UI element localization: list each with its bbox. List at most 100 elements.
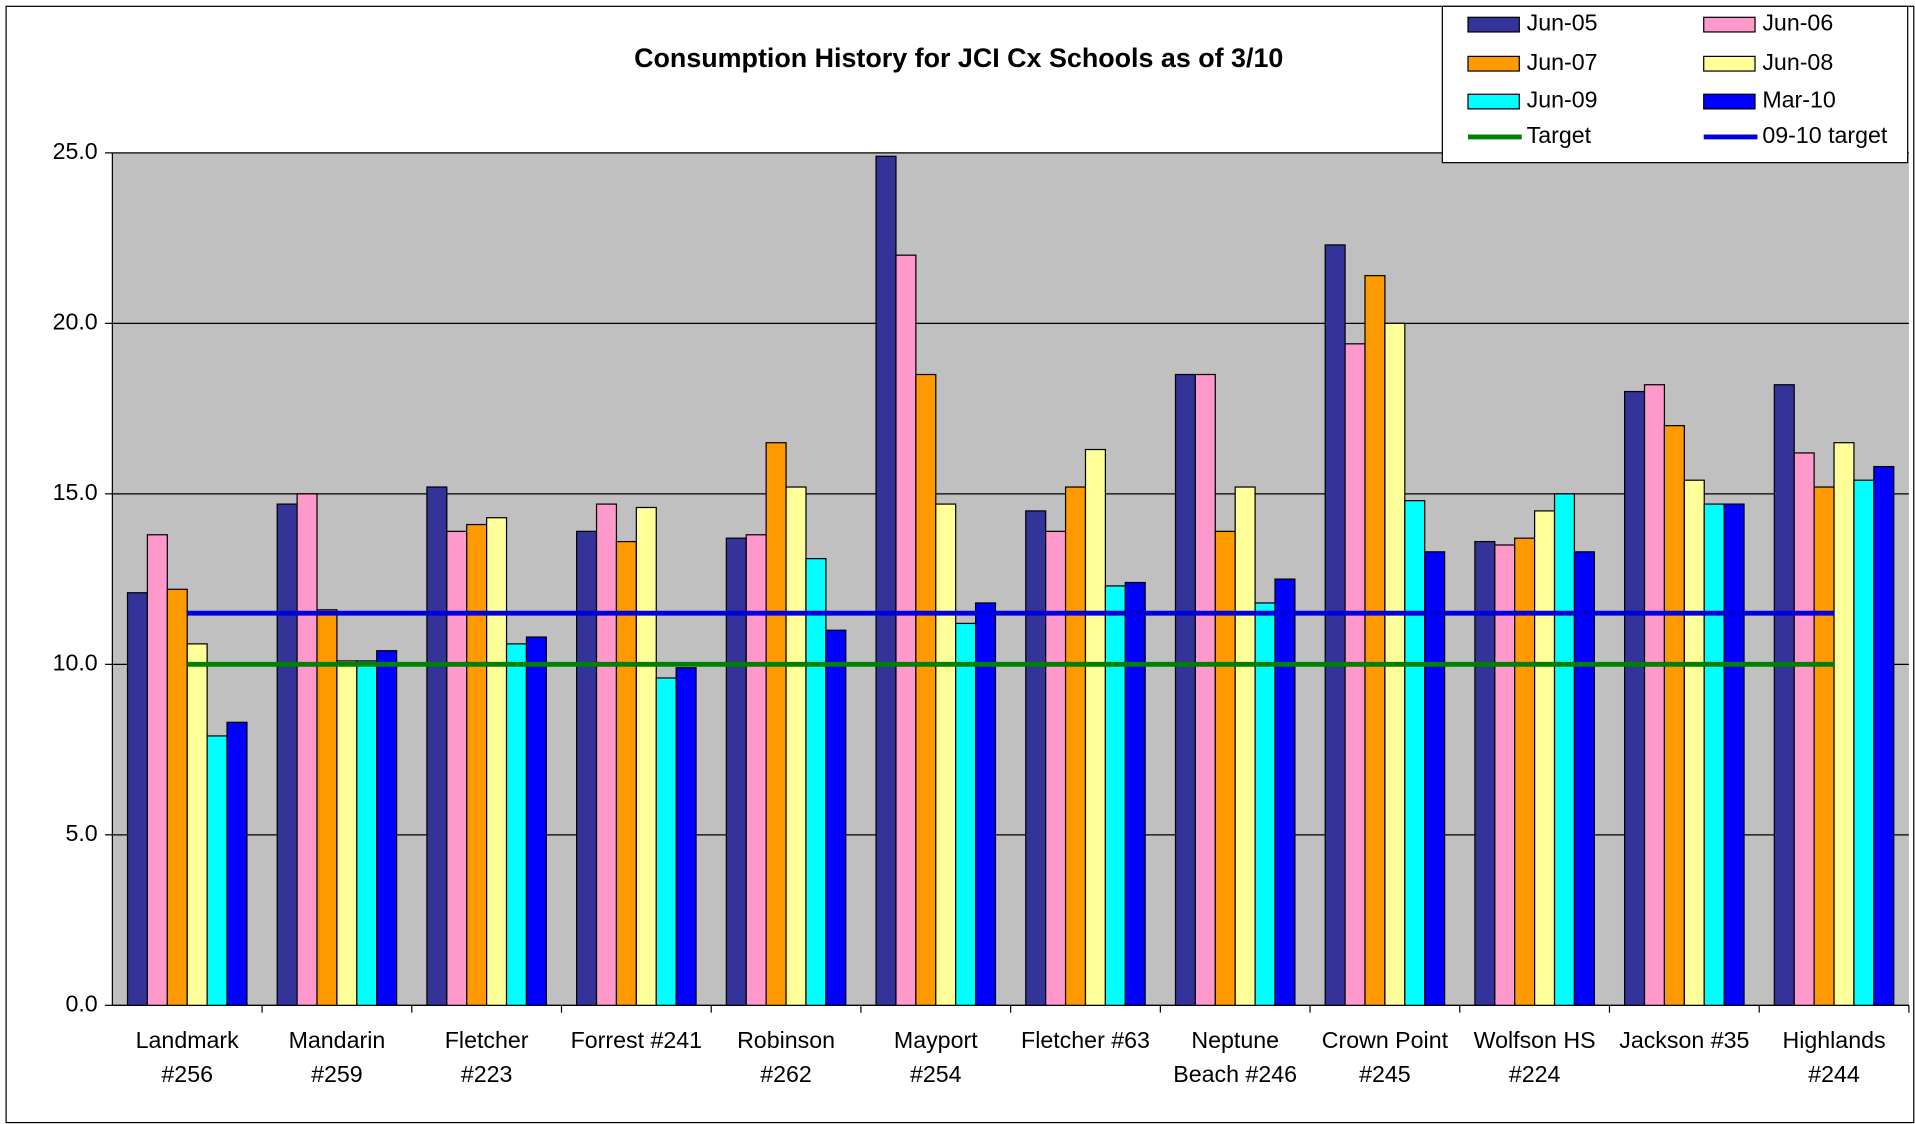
legend-label: 09-10 target <box>1762 122 1888 148</box>
bar <box>525 636 547 1006</box>
bar <box>635 506 657 1006</box>
bar <box>1045 530 1067 1006</box>
x-tick-label: Jackson #35 <box>1619 1027 1749 1053</box>
bar <box>356 660 378 1006</box>
bar <box>1853 479 1875 1006</box>
bar <box>376 650 398 1006</box>
bar <box>206 735 228 1006</box>
legend-label: Jun-08 <box>1762 49 1833 75</box>
legend-label: Mar-10 <box>1762 87 1835 113</box>
legend-label: Target <box>1527 122 1592 148</box>
bar <box>1833 442 1855 1006</box>
x-tick-label: Robinson #262 <box>737 1027 835 1087</box>
bar <box>1793 452 1815 1006</box>
bar <box>1404 500 1426 1006</box>
bar <box>126 592 149 1006</box>
y-tick-label: 25.0 <box>53 138 98 164</box>
bar <box>895 254 917 1006</box>
bar <box>655 677 677 1006</box>
x-tick-label: Forrest #241 <box>571 1027 702 1053</box>
bar <box>1553 493 1576 1006</box>
bar <box>875 155 897 1006</box>
bar <box>186 643 208 1006</box>
legend-swatch <box>1467 55 1520 72</box>
bar <box>1703 503 1725 1006</box>
bar <box>595 503 618 1006</box>
bar <box>825 629 847 1006</box>
bar <box>1274 578 1296 1006</box>
bar <box>1174 373 1196 1006</box>
bar <box>576 530 598 1006</box>
bar <box>1773 384 1795 1006</box>
bar <box>226 721 248 1006</box>
chart-title: Consumption History for JCI Cx Schools a… <box>634 43 1283 73</box>
bar <box>1124 581 1146 1006</box>
bar <box>725 537 747 1006</box>
legend-label: Jun-09 <box>1527 87 1598 113</box>
y-tick-label: 20.0 <box>53 308 98 334</box>
y-tick-label: 10.0 <box>53 649 98 675</box>
bar <box>675 667 697 1006</box>
x-tick-label: Mandarin #259 <box>289 1027 386 1087</box>
y-tick-label: 15.0 <box>53 479 98 505</box>
legend-swatch <box>1467 93 1520 110</box>
x-tick-label: Fletcher #223 <box>445 1027 529 1087</box>
x-tick-label: Crown Point #245 <box>1322 1027 1449 1087</box>
bar <box>1643 384 1666 1006</box>
bar <box>955 622 977 1006</box>
x-tick-label: Landmark #256 <box>136 1027 240 1087</box>
y-tick-label: 0.0 <box>65 990 97 1016</box>
y-tick-label: 5.0 <box>65 820 97 846</box>
x-tick-label: Fletcher #63 <box>1021 1027 1150 1053</box>
bar <box>1723 503 1745 1006</box>
bar <box>1324 244 1346 1006</box>
bar <box>805 558 827 1006</box>
bar <box>765 442 787 1006</box>
legend-swatch <box>1703 93 1756 110</box>
bar <box>466 523 488 1006</box>
bar <box>1025 510 1047 1006</box>
bar <box>1344 343 1366 1006</box>
x-tick-label: Mayport #254 <box>894 1027 978 1087</box>
bar <box>486 517 508 1006</box>
bar <box>1514 537 1536 1006</box>
plot-area <box>112 152 1909 1006</box>
bar <box>785 486 807 1006</box>
bar <box>336 660 358 1006</box>
bar <box>1424 551 1446 1006</box>
x-tick-label: Neptune Beach #246 <box>1173 1027 1297 1087</box>
bar <box>935 503 957 1006</box>
bar <box>296 493 318 1006</box>
bar <box>1663 425 1685 1006</box>
bar <box>505 643 528 1006</box>
bar <box>1534 510 1556 1006</box>
legend-swatch <box>1467 16 1520 33</box>
bar <box>1104 585 1126 1006</box>
bar <box>1364 275 1386 1006</box>
x-tick-label: Highlands #244 <box>1782 1027 1885 1087</box>
bar <box>1214 530 1236 1006</box>
legend-label: Jun-05 <box>1527 10 1598 36</box>
bar <box>745 534 767 1006</box>
bar <box>166 588 188 1006</box>
bar <box>1194 373 1216 1006</box>
x-tick-label: Wolfson HS #224 <box>1474 1027 1596 1087</box>
bar <box>1683 479 1705 1006</box>
bar <box>1234 486 1256 1006</box>
legend-label: Jun-07 <box>1527 49 1598 75</box>
legend-swatch <box>1703 55 1756 72</box>
bar <box>276 503 298 1006</box>
bar <box>426 486 448 1006</box>
bar <box>316 609 338 1006</box>
bar <box>1084 448 1107 1006</box>
bar <box>1623 390 1646 1006</box>
bar <box>446 530 468 1006</box>
bar <box>1573 551 1595 1006</box>
bar <box>915 373 937 1006</box>
bar <box>146 534 168 1006</box>
bar <box>1064 486 1087 1006</box>
bar <box>1873 465 1895 1006</box>
legend-label: Jun-06 <box>1762 10 1833 36</box>
bar <box>1813 486 1835 1006</box>
